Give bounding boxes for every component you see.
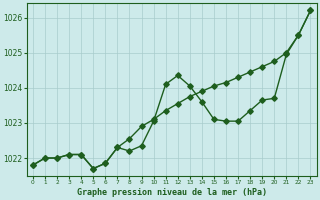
X-axis label: Graphe pression niveau de la mer (hPa): Graphe pression niveau de la mer (hPa): [77, 188, 267, 197]
